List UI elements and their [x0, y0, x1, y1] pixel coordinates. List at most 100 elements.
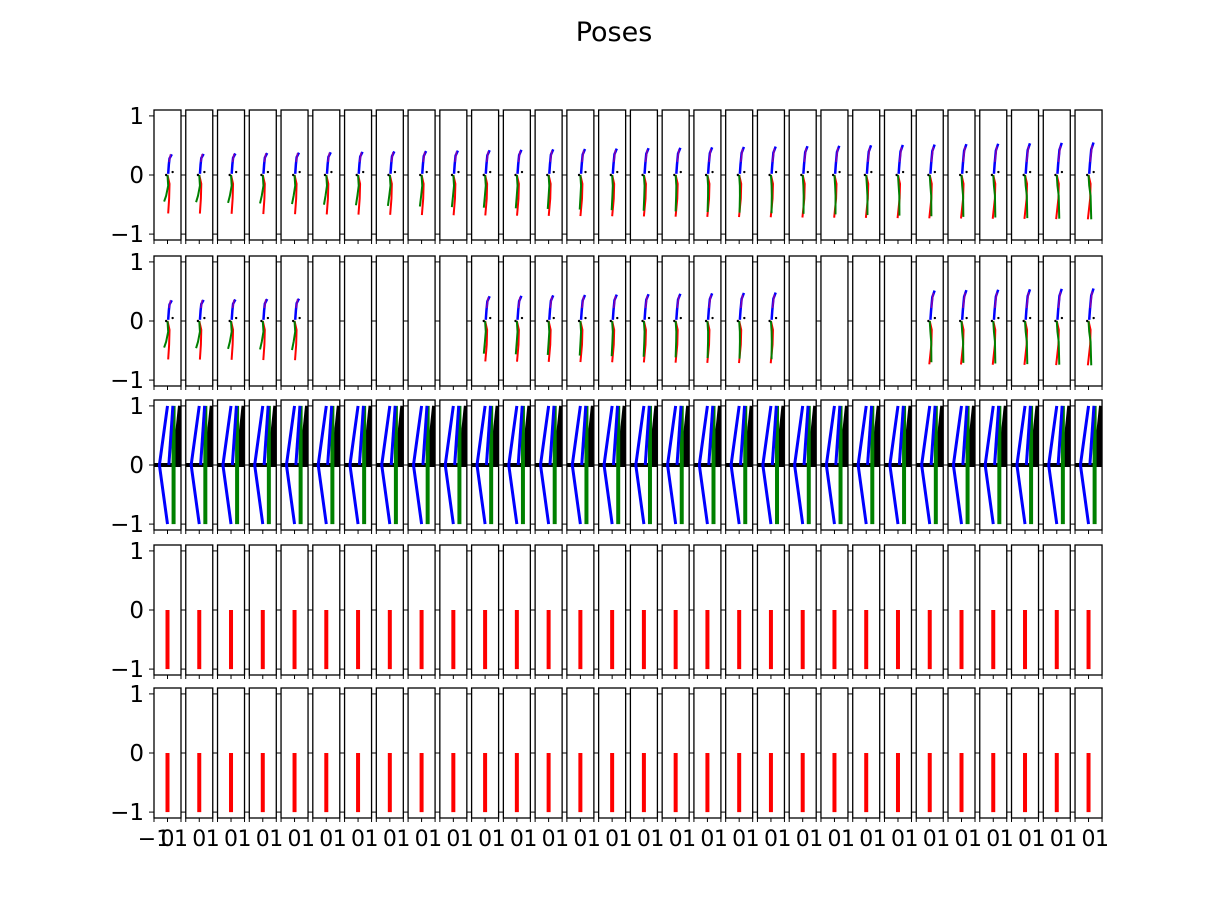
pose-origin-dot — [546, 319, 549, 323]
pose-purple-segment — [676, 295, 680, 309]
panel-plot-area — [641, 293, 651, 363]
subplot-panel — [276, 399, 309, 534]
x-tick-label: 0 — [796, 827, 810, 852]
pose-purple-segment — [295, 152, 299, 163]
panel-plot-area — [725, 405, 753, 525]
template-blue-segment — [1024, 405, 1032, 466]
subplot-panel — [498, 544, 532, 679]
subplot-panel — [752, 109, 786, 244]
pose-origin-dot — [298, 316, 301, 320]
pose-origin-dot — [291, 319, 295, 323]
x-tick-label: 0 — [859, 827, 873, 852]
x-tick-label: 0 — [478, 827, 492, 852]
template-blue-segment — [475, 405, 487, 525]
template-blue-segment — [611, 405, 620, 466]
panel-frame — [820, 255, 849, 387]
x-tick-label: 1 — [682, 827, 696, 852]
panel-plot-area — [895, 144, 905, 219]
pose-purple-segment — [740, 294, 744, 309]
subplot-panel — [815, 255, 849, 390]
subplot-panel — [1038, 255, 1071, 390]
pose-origin-dot — [958, 319, 962, 323]
y-tick-label: 1 — [129, 250, 144, 276]
pose-purple-segment — [930, 146, 935, 163]
pose-origin-dot — [164, 319, 168, 323]
pose-purple-segment — [549, 150, 553, 163]
pose-purple-segment — [994, 292, 998, 309]
pose-purple-segment — [1025, 145, 1030, 163]
panel-plot-area — [736, 292, 746, 364]
panel-plot-area — [154, 405, 181, 525]
subplot-panel — [498, 399, 532, 534]
pose-green-segment — [992, 320, 997, 364]
y-tick-label: 1 — [129, 539, 144, 565]
pose-green-segment — [896, 174, 901, 216]
x-tick-label: 0 — [986, 827, 1000, 852]
pose-green-segment — [195, 320, 201, 349]
pose-origin-dot — [1054, 319, 1057, 323]
panel-plot-area — [927, 290, 937, 365]
subplot-panel — [466, 109, 500, 244]
pose-origin-dot — [323, 173, 327, 177]
pose-green-segment — [960, 174, 965, 217]
panel-plot-area — [163, 153, 174, 214]
template-blue-segment — [357, 405, 365, 466]
x-tick-label: 0 — [955, 827, 969, 852]
pose-origin-dot — [800, 173, 803, 177]
subplot-panel — [276, 109, 309, 244]
panel-plot-area — [514, 149, 524, 216]
pose-origin-dot — [609, 173, 612, 177]
pose-origin-dot — [482, 173, 485, 177]
pose-origin-dot — [546, 173, 549, 177]
template-blue-segment — [316, 405, 328, 525]
subplot-panel — [561, 544, 595, 679]
template-blue-segment — [389, 405, 397, 466]
x-tick-label: 1 — [968, 827, 982, 852]
subplot-panel — [752, 255, 786, 390]
pose-origin-dot — [203, 170, 206, 174]
pose-origin-dot — [291, 173, 295, 177]
panel-plot-area — [386, 150, 397, 215]
subplot-panel — [1038, 109, 1071, 244]
pose-purple-segment — [740, 148, 744, 163]
subplot-panel — [657, 544, 690, 679]
pose-purple-segment — [263, 299, 267, 309]
x-tick-label: 1 — [841, 827, 855, 852]
panel-plot-area — [1022, 288, 1032, 366]
subplot-panel — [403, 544, 436, 679]
subplot-panel — [688, 399, 722, 534]
template-blue-segment — [443, 405, 455, 525]
pose-origin-dot — [616, 170, 619, 174]
pose-origin-dot — [774, 316, 778, 320]
x-tick-label: 0 — [288, 827, 302, 852]
pose-green-segment — [354, 174, 360, 206]
panel-plot-area — [662, 405, 690, 525]
panel-plot-area — [418, 150, 428, 216]
pose-origin-dot — [736, 173, 740, 177]
subplot-panel — [434, 255, 468, 390]
pose-green-segment — [960, 320, 965, 363]
chart-title: Poses — [576, 17, 653, 48]
panel-plot-area — [482, 295, 492, 362]
panel-plot-area — [354, 151, 365, 215]
pose-purple-segment — [422, 151, 426, 163]
pose-origin-dot — [704, 319, 708, 323]
pose-origin-dot — [298, 170, 301, 174]
panel-frame — [343, 255, 373, 387]
pose-purple-segment — [1025, 291, 1030, 309]
panel-plot-area — [259, 152, 270, 215]
subplot-panel — [180, 544, 214, 679]
pose-purple-segment — [771, 294, 776, 309]
x-tick-label: 1 — [650, 827, 664, 852]
subplot-panel — [530, 399, 563, 534]
pose-purple-segment — [930, 292, 935, 309]
subplot-panel — [180, 255, 214, 390]
pose-green-segment — [1024, 174, 1029, 219]
pose-origin-dot — [743, 170, 746, 174]
panel-plot-area — [916, 405, 944, 525]
template-blue-segment — [580, 405, 588, 466]
pose-purple-segment — [200, 299, 203, 309]
